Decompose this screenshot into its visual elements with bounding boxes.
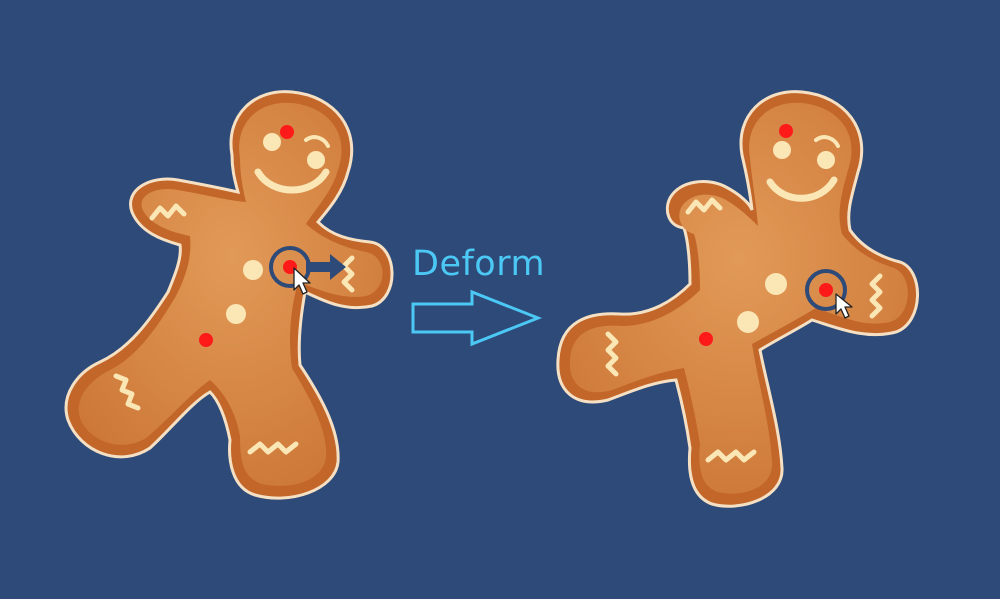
control-point-chest[interactable]: [819, 283, 833, 297]
selection-ring: [805, 269, 847, 311]
cookie-button: [243, 260, 263, 280]
icing-zigzag: [869, 273, 883, 319]
original-gingerbread: [64, 90, 394, 500]
icing-zigzag: [247, 441, 299, 455]
icing-zigzag: [149, 203, 187, 221]
smile: [766, 176, 838, 202]
mouse-cursor-icon: [293, 267, 311, 295]
deformed-gingerbread: [556, 90, 919, 508]
eye: [817, 151, 835, 169]
control-point-head[interactable]: [779, 124, 793, 138]
drag-arrow-icon: [306, 254, 346, 280]
eyebrow: [304, 135, 330, 148]
icing-zigzag: [113, 373, 141, 411]
cookie-button: [226, 304, 246, 324]
icing-zigzag: [705, 449, 757, 463]
icing-zigzag: [341, 255, 355, 293]
cookie-body: [569, 102, 908, 494]
eyebrow: [814, 135, 840, 148]
icing-zigzag: [605, 331, 619, 377]
control-point-hip[interactable]: [699, 332, 713, 346]
cookie-button: [765, 273, 787, 295]
deform-label: Deform: [412, 244, 546, 284]
eye: [263, 133, 281, 151]
eye: [773, 141, 791, 159]
cookie-body: [78, 102, 383, 486]
icing-zigzag: [685, 197, 723, 215]
mouse-cursor-icon: [835, 293, 853, 319]
smile: [254, 168, 330, 194]
control-point-hip[interactable]: [199, 333, 213, 347]
cookie-button: [737, 311, 759, 333]
deform-arrow-icon: [411, 289, 543, 347]
control-point-head[interactable]: [280, 125, 294, 139]
eye: [307, 151, 325, 169]
